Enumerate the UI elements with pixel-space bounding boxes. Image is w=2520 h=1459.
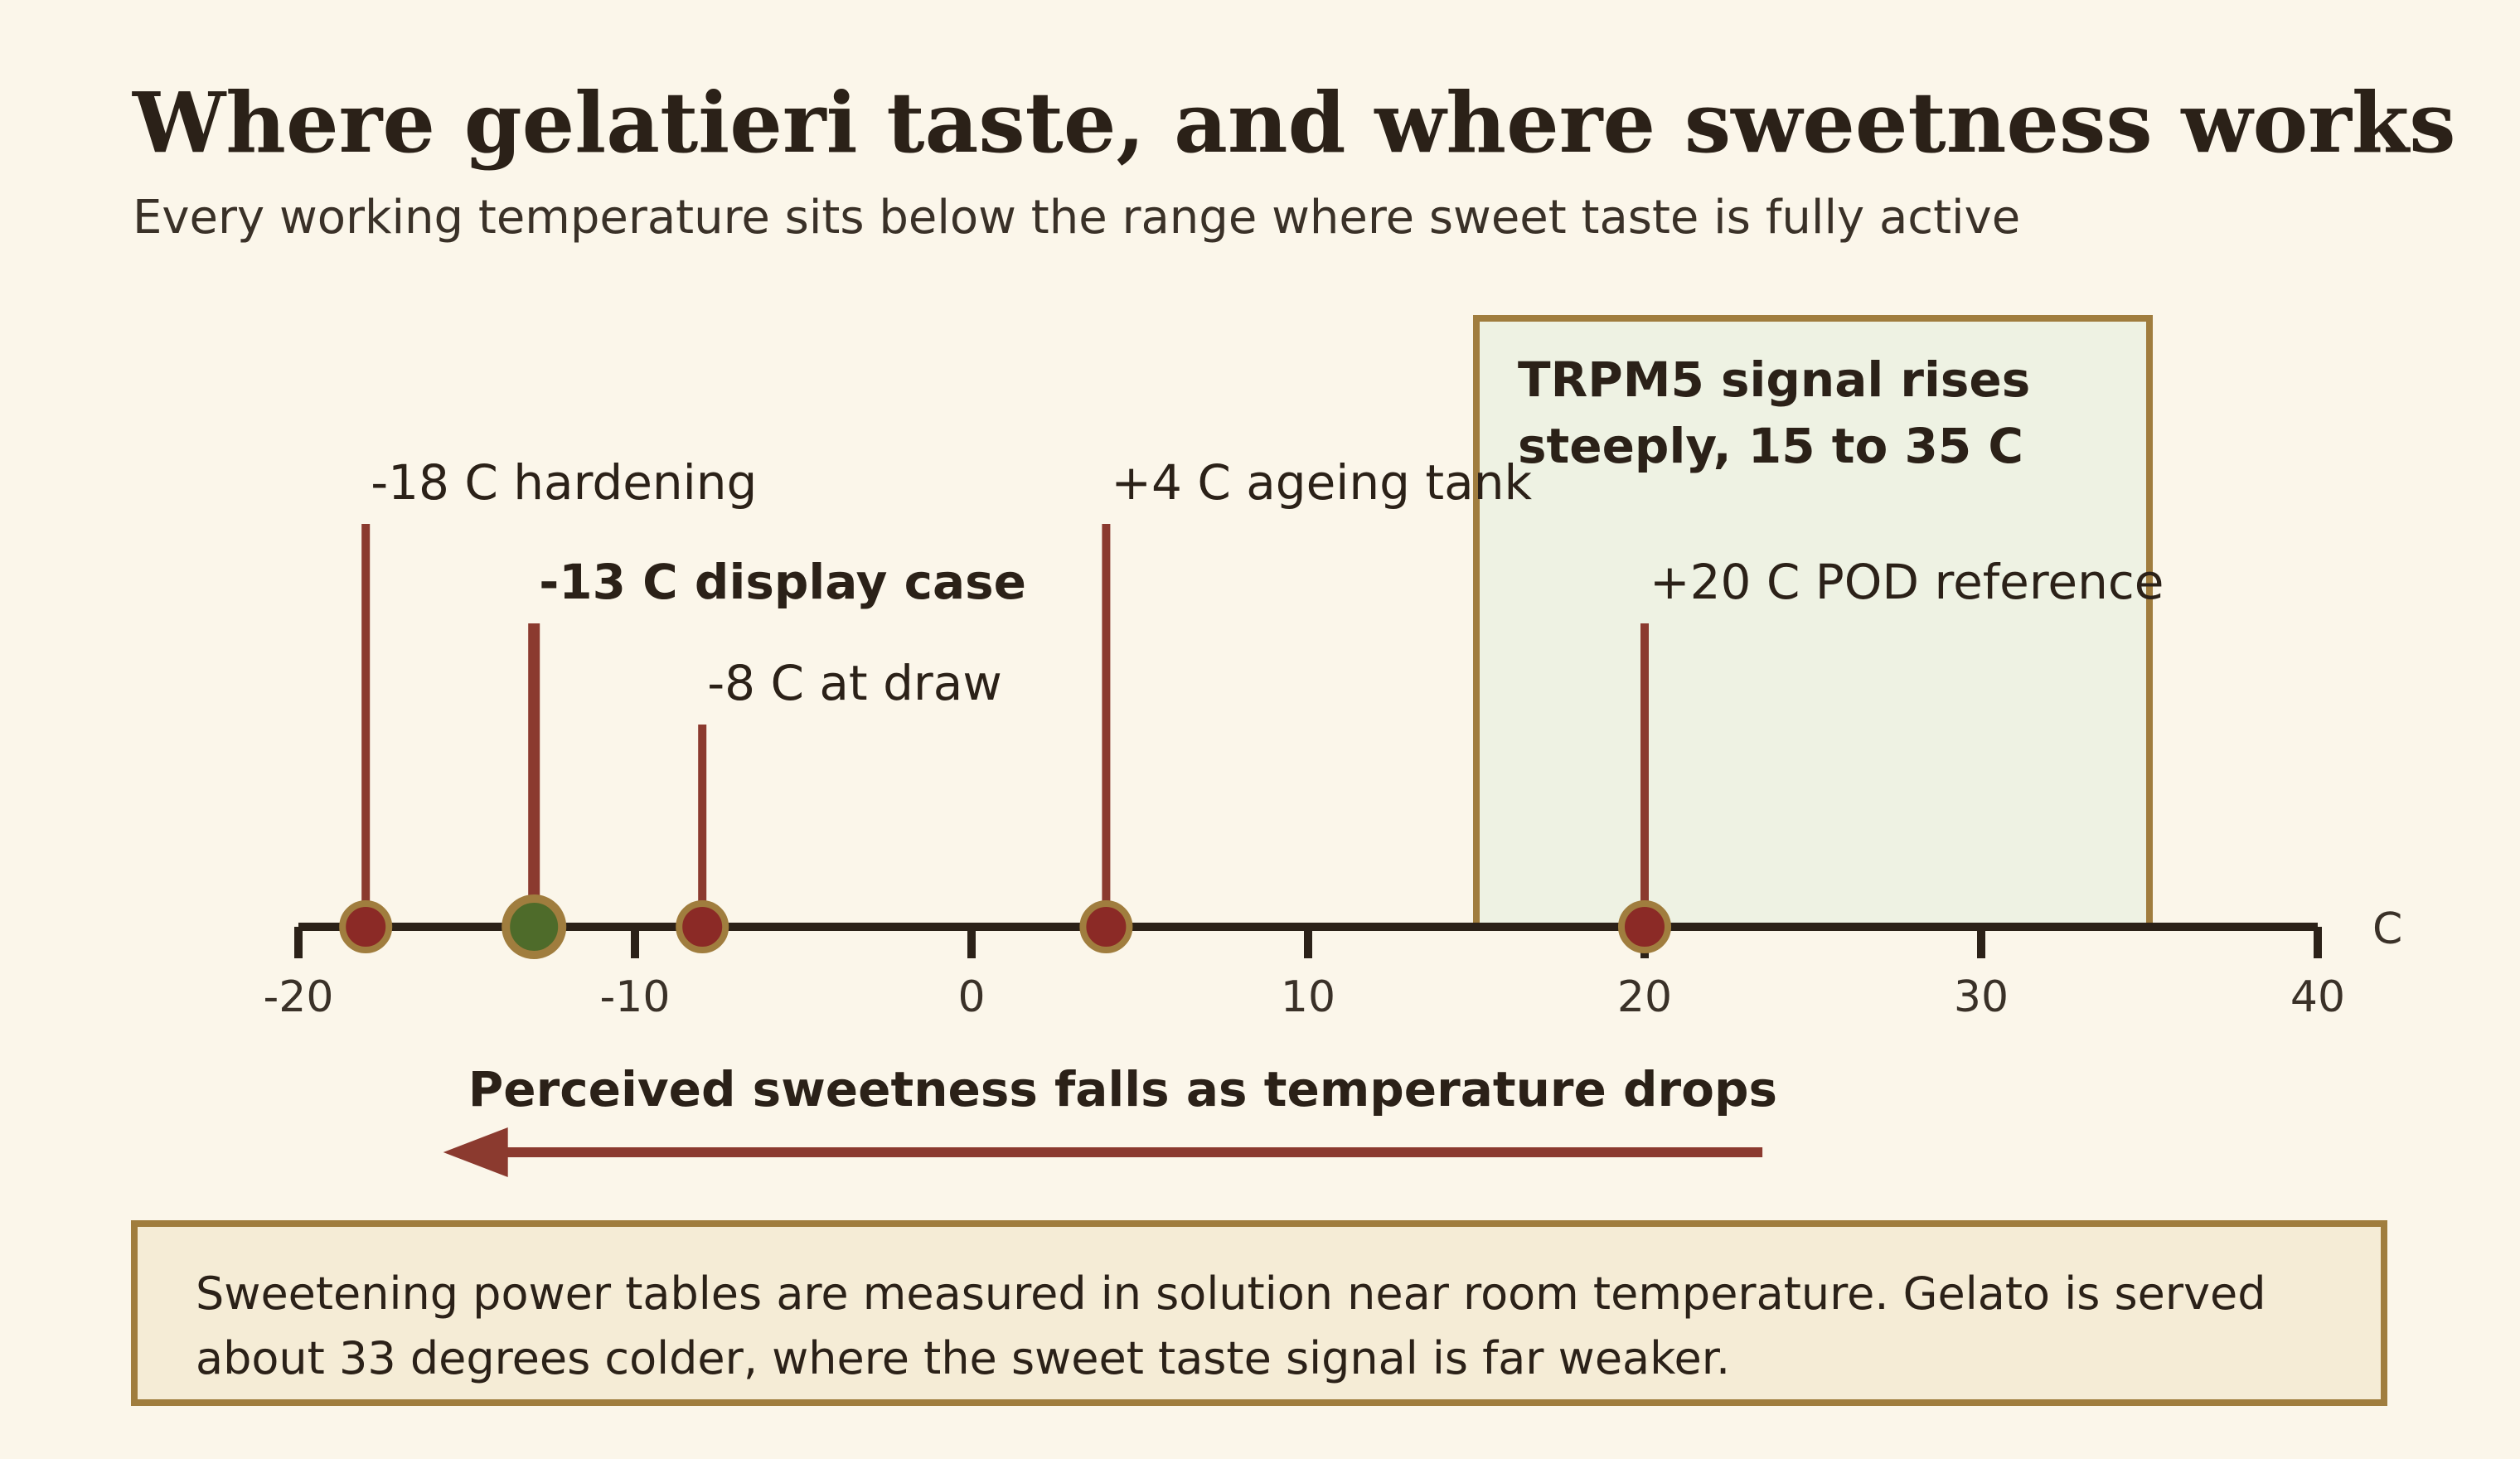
chart-subtitle: Every working temperature sits below the…: [133, 191, 2021, 245]
marker-dot-4: [1618, 900, 1671, 953]
band-label-line-2: steeply, 15 to 35 C: [1518, 418, 2023, 474]
marker-dot-0: [339, 900, 393, 953]
marker-dot-1: [502, 894, 567, 959]
marker-label-4: +20 C POD reference: [1650, 554, 2164, 610]
x-tick-label-5: 30: [1954, 972, 2009, 1022]
trpm5-band: [1473, 315, 2153, 930]
x-tick-label-6: 40: [2290, 972, 2345, 1022]
chart-title: Where gelatieri taste, and where sweetne…: [133, 74, 2456, 172]
x-tick-label-2: 0: [957, 972, 985, 1022]
x-tick-label-3: 10: [1281, 972, 1335, 1022]
x-tick-label-4: 20: [1617, 972, 1672, 1022]
arrow-head: [443, 1127, 508, 1177]
temperature-timeline-chart: TRPM5 signal rises steeply, 15 to 35 C -2…: [264, 315, 2402, 1177]
x-tick-label-0: -20: [264, 972, 334, 1022]
marker-label-3: +4 C ageing tank: [1111, 454, 1532, 511]
x-axis-unit: C: [2372, 904, 2402, 954]
arrow-label: Perceived sweetness falls as temperature…: [468, 1061, 1777, 1117]
footnote-text: Sweetening power tables are measured in …: [196, 1268, 2266, 1384]
marker-dot-2: [676, 900, 729, 953]
marker-label-1: -13 C display case: [539, 554, 1026, 610]
marker-label-2: -8 C at draw: [707, 655, 1002, 711]
marker-dot-3: [1079, 900, 1133, 953]
marker-label-0: -18 C hardening: [371, 454, 757, 511]
band-label-line-1: TRPM5 signal rises: [1518, 351, 2030, 408]
footnote-box: Sweetening power tables are measured in …: [131, 1220, 2387, 1406]
x-tick-label-1: -10: [600, 972, 671, 1022]
